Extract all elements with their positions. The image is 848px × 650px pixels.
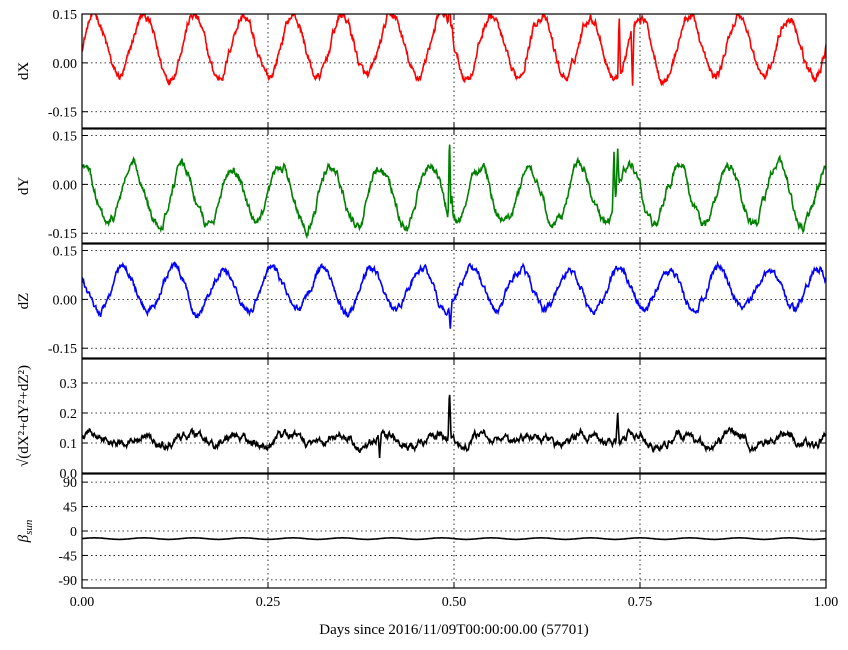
panels: 0.150.00-0.15dX0.150.00-0.15dY0.150.00-0… [16, 8, 839, 610]
y-tick-label: 90 [63, 476, 77, 491]
y-axis-label-subscript: sun [23, 519, 35, 535]
panel-dz: 0.15 0.00 -0.15 dZ [16, 243, 827, 359]
y-axis-label-dz: dZ [16, 293, 32, 310]
y-tick-label: -90 [58, 574, 77, 589]
y-tick-label: -0.15 [48, 342, 77, 357]
series-line-beta [82, 537, 826, 541]
y-tick-label: 0.0 [60, 467, 78, 482]
y-axis-label-dx: dX [16, 62, 32, 81]
panel-frame [81, 13, 827, 129]
panel-dr: 0.3 0.2 0.1 0.0 √(dX²+dY²+dZ²) [16, 358, 827, 482]
y-tick-label: 0 [70, 525, 77, 540]
panel-dy: 0.15 0.00 -0.15 dY [16, 128, 827, 244]
series-line-dr [82, 394, 826, 459]
x-tick-label: 1.00 [814, 595, 839, 610]
panel-frame [81, 128, 827, 244]
y-tick-label: -0.15 [48, 106, 77, 121]
y-tick-label: 0.15 [53, 130, 78, 145]
panel-frame [81, 358, 827, 474]
panel-frame [81, 473, 827, 589]
y-tick-label: 45 [63, 501, 77, 516]
series-line-dz [82, 260, 826, 329]
y-axis-label-dy: dY [16, 177, 32, 196]
x-tick-label: 0.00 [70, 595, 95, 610]
y-tick-label: -0.15 [48, 227, 77, 242]
x-tick-label: 0.50 [442, 595, 467, 610]
y-tick-label: 0.15 [53, 8, 78, 23]
y-tick-label: 0.00 [53, 293, 78, 308]
y-tick-label: 0.00 [53, 57, 78, 72]
y-axis-label-beta: βsun [16, 519, 35, 543]
x-axis-label: Days since 2016/11/09T00:00:00.00 (57701… [319, 622, 588, 638]
y-tick-label: 0.15 [53, 245, 78, 260]
series-line-dy [82, 144, 826, 240]
y-axis-label-dr: √(dX²+dY²+dZ²) [16, 365, 32, 467]
y-tick-label: 0.00 [53, 178, 78, 193]
y-tick-label: 0.3 [60, 377, 78, 392]
y-tick-label: -45 [58, 549, 77, 564]
y-tick-label: 0.2 [60, 407, 78, 422]
x-tick-label: 0.25 [256, 595, 281, 610]
panel-beta: 90 45 0 -45 -90 βsun [16, 473, 827, 589]
y-tick-label: 0.1 [60, 437, 78, 452]
x-tick-label: 0.75 [628, 595, 653, 610]
series-line-dx [82, 14, 826, 87]
panel-dx: 0.15 0.00 -0.15 dX [16, 8, 827, 129]
